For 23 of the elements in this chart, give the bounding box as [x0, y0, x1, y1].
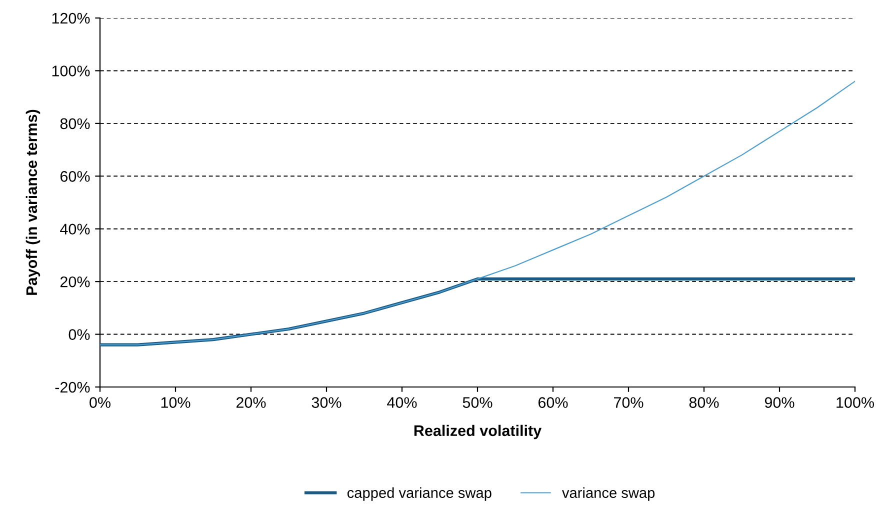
x-tick-label: 90%: [764, 397, 794, 408]
y-tick-label: 120%: [52, 12, 90, 24]
x-tick-label: 10%: [161, 397, 190, 408]
x-tick-label: 70%: [614, 397, 644, 408]
y-tick-label: 60%: [60, 171, 90, 182]
legend-label: variance swap: [562, 487, 655, 501]
x-tick-label: 20%: [236, 397, 266, 408]
y-tick-label: 80%: [60, 118, 90, 130]
x-tick-label: 40%: [387, 397, 417, 408]
y-axis-title: Payoff (in variance terms): [26, 110, 40, 295]
x-tick-label: 60%: [538, 397, 568, 408]
x-tick-label: 30%: [312, 397, 342, 408]
x-tick-label: 50%: [462, 397, 492, 408]
x-tick-label: 0%: [90, 397, 110, 408]
x-tick-label: 80%: [689, 397, 719, 408]
y-tick-label: 20%: [60, 276, 90, 288]
y-tick-label: 40%: [60, 224, 90, 235]
y-tick-label: 0%: [68, 329, 90, 340]
legend-label: capped variance swap: [347, 487, 492, 501]
y-tick-label: -20%: [55, 382, 90, 393]
x-tick-label: 100%: [836, 397, 874, 408]
y-tick-label: 100%: [52, 66, 90, 76]
x-axis-title: Realized volatility: [414, 424, 542, 440]
